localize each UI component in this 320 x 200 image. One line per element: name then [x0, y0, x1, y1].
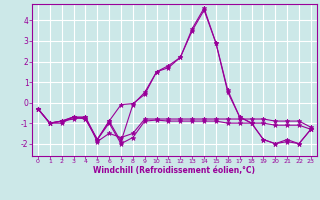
X-axis label: Windchill (Refroidissement éolien,°C): Windchill (Refroidissement éolien,°C)	[93, 166, 255, 175]
